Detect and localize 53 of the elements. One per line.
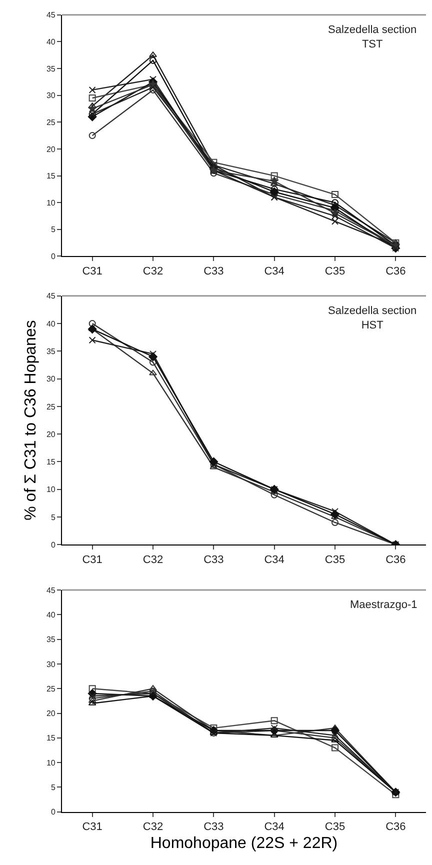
y-tick-label: 20: [46, 709, 56, 718]
annotation: Maestrazgo-1: [350, 599, 418, 611]
y-tick-label: 0: [50, 808, 56, 817]
y-tick-label: 5: [50, 225, 56, 234]
y-tick-label: 10: [46, 485, 56, 494]
y-tick-label: 5: [50, 512, 56, 522]
y-tick-label: 0: [50, 540, 56, 550]
x-tick-label: C36: [386, 554, 406, 566]
y-tick-label: 5: [50, 783, 56, 792]
y-tick-label: 10: [46, 758, 56, 768]
x-tick-label: C35: [324, 821, 346, 834]
x-tick-label: C35: [324, 265, 346, 278]
y-tick-label: 25: [46, 402, 56, 412]
y-tick-label: 30: [46, 374, 56, 384]
y-tick-label: 0: [50, 252, 56, 262]
x-tick-label: C31: [82, 265, 102, 278]
y-tick-label: 45: [46, 586, 56, 595]
y-tick-label: 30: [46, 91, 56, 100]
y-tick-label: 20: [46, 144, 56, 154]
annotation: Salzedella section HST: [328, 305, 417, 332]
x-axis-title: Homohopane (22S + 22R): [150, 834, 338, 852]
y-tick-label: 25: [46, 684, 56, 694]
y-tick-label: 15: [46, 734, 56, 743]
y-tick-label: 45: [46, 292, 56, 301]
x-tick-label: C32: [142, 554, 164, 566]
y-tick-label: 40: [46, 37, 56, 46]
x-tick-label: C33: [204, 821, 224, 834]
y-tick-label: 20: [46, 430, 56, 439]
x-tick-label: C31: [82, 554, 102, 566]
x-tick-label: C32: [142, 821, 164, 834]
x-tick-label: C36: [386, 821, 406, 834]
x-tick-label: C34: [264, 821, 284, 834]
x-tick-label: C33: [204, 265, 224, 278]
x-tick-label: C34: [264, 265, 284, 278]
x-tick-label: C32: [142, 265, 164, 278]
x-tick-label: C31: [82, 821, 102, 834]
y-tick-label: 40: [46, 319, 56, 328]
y-tick-label: 40: [46, 610, 56, 620]
y-tick-label: 35: [46, 346, 56, 356]
y-tick-label: 15: [46, 458, 56, 467]
y-tick-label: 35: [46, 64, 56, 74]
annotation: Salzedella section TST: [328, 24, 417, 50]
x-tick-label: C36: [386, 265, 406, 278]
y-tick-label: 45: [46, 10, 56, 20]
y-tick-label: 30: [46, 660, 56, 669]
x-tick-label: C33: [204, 554, 224, 566]
y-tick-label: 25: [46, 118, 56, 127]
x-tick-label: C35: [324, 554, 346, 566]
y-axis-title: % of Σ C31 to C36 Hopanes: [22, 320, 40, 520]
x-tick-label: C34: [264, 554, 284, 566]
y-tick-label: 10: [46, 198, 56, 208]
y-tick-label: 15: [46, 172, 56, 181]
y-tick-label: 35: [46, 635, 56, 644]
